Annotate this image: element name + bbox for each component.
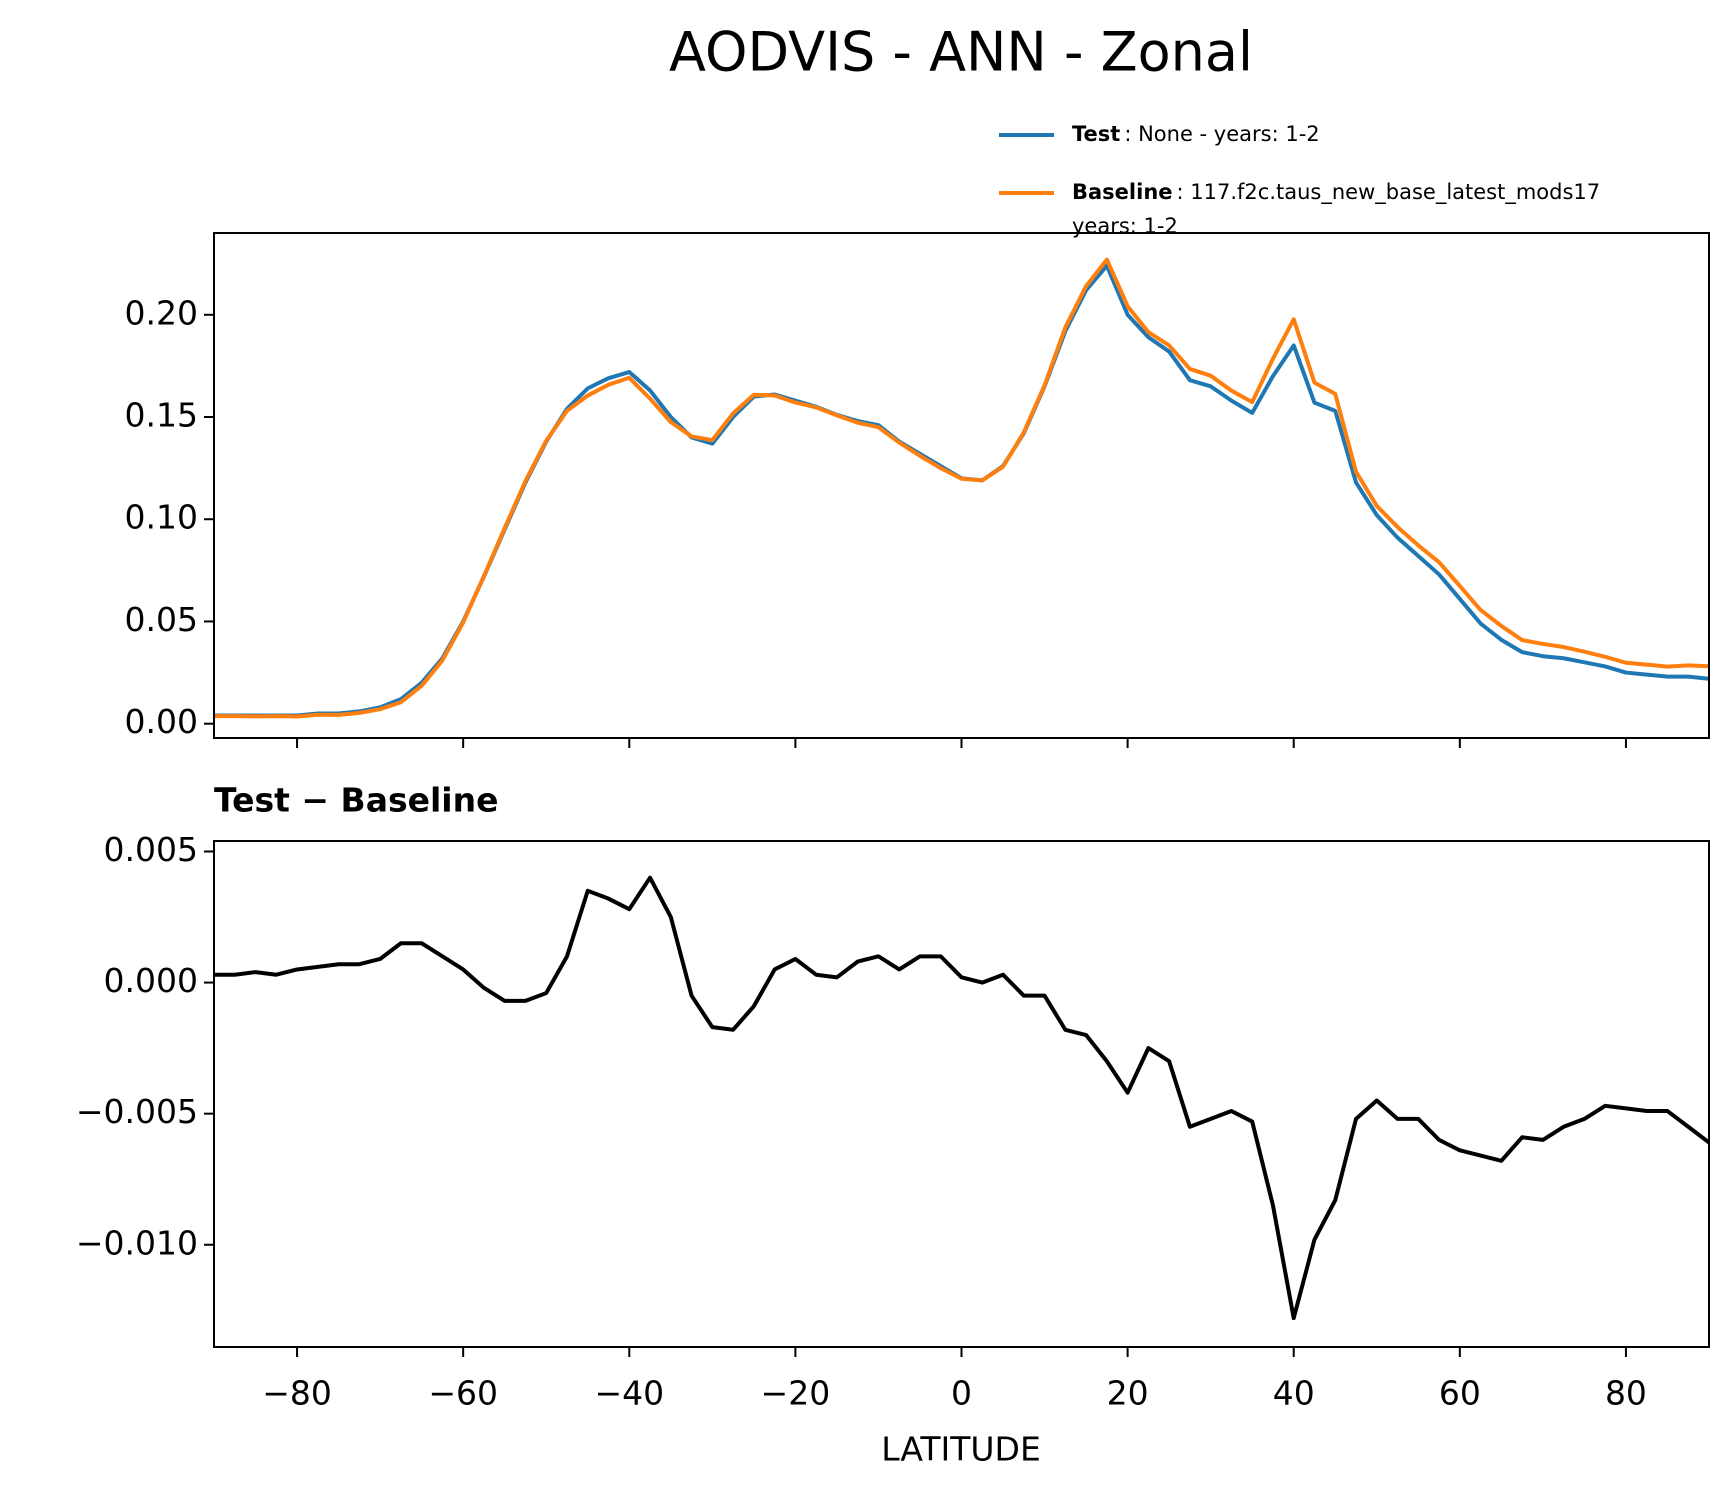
x-tick-label: −40 xyxy=(594,1374,664,1413)
y-tick-label: −0.010 xyxy=(76,1223,198,1262)
x-tick-label: −20 xyxy=(761,1374,831,1413)
legend-name: Test xyxy=(1072,122,1120,146)
y-tick-label: 0.20 xyxy=(125,293,198,332)
x-tick-label: 20 xyxy=(1107,1374,1149,1413)
x-tick-label: 40 xyxy=(1273,1374,1315,1413)
y-tick-label: 0.000 xyxy=(104,961,198,1000)
data-line xyxy=(214,257,1709,719)
axes-frame xyxy=(213,840,1710,1348)
axes-frame xyxy=(213,232,1710,739)
subtitle: Test − Baseline xyxy=(214,781,499,820)
x-tick-label: 0 xyxy=(951,1374,972,1413)
legend-label: Baseline: 117.f2c.taus_new_base_latest_m… xyxy=(1072,180,1600,205)
x-tick-label: −60 xyxy=(428,1374,498,1413)
y-tick-label: 0.005 xyxy=(104,830,198,869)
x-axis-label: LATITUDE xyxy=(881,1430,1041,1469)
y-tick-label: −0.005 xyxy=(76,1092,198,1131)
data-line xyxy=(214,875,1709,1321)
y-tick-label: 0.15 xyxy=(125,396,198,435)
y-tick-label: 0.05 xyxy=(125,600,198,639)
x-tick-label: −80 xyxy=(262,1374,332,1413)
chart-title: AODVIS - ANN - Zonal xyxy=(669,21,1253,84)
x-tick-label: 60 xyxy=(1439,1374,1481,1413)
y-tick-label: 0.00 xyxy=(125,702,198,741)
legend-label: Test: None - years: 1-2 xyxy=(1072,122,1320,146)
y-tick-label: 0.10 xyxy=(125,498,198,537)
x-tick-label: 80 xyxy=(1605,1374,1647,1413)
legend-name: Baseline xyxy=(1072,180,1173,204)
legend-description: : None - years: 1-2 xyxy=(1124,122,1319,146)
legend-description: years: 1-2 xyxy=(1072,214,1178,238)
legend-description: : 117.f2c.taus_new_base_latest_mods17 xyxy=(1177,180,1601,205)
